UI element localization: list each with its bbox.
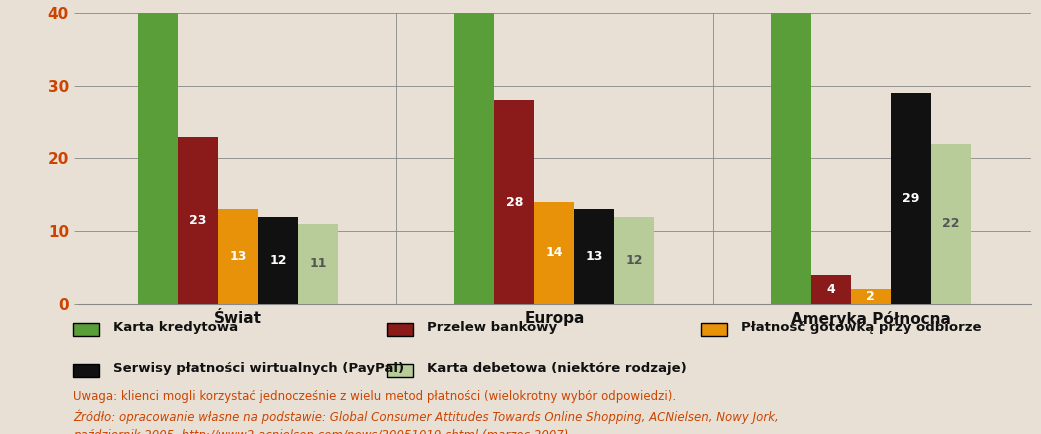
Text: Przelew bankowy: Przelew bankowy <box>427 322 557 334</box>
FancyBboxPatch shape <box>73 364 99 377</box>
Bar <box>178 137 218 304</box>
Text: Płatność gotówką przy odbiorze: Płatność gotówką przy odbiorze <box>741 322 982 334</box>
Bar <box>534 202 575 304</box>
FancyBboxPatch shape <box>701 322 727 336</box>
Text: Karta debetowa (niektóre rodzaje): Karta debetowa (niektóre rodzaje) <box>427 362 687 375</box>
Bar <box>770 13 811 304</box>
Text: 12: 12 <box>626 254 643 266</box>
Text: Źródło: opracowanie własne na podstawie: Global Consumer Attitudes Towards Onlin: Źródło: opracowanie własne na podstawie:… <box>73 409 779 424</box>
Text: 4: 4 <box>827 283 835 296</box>
Bar <box>258 217 298 304</box>
Text: Karta kredytowa: Karta kredytowa <box>113 322 238 334</box>
Text: 14: 14 <box>545 247 563 260</box>
Bar <box>575 209 614 304</box>
Text: 13: 13 <box>586 250 603 263</box>
Text: październik 2005, http://www2.acnielsen.com/news/20051019.shtml (marzec 2007).: październik 2005, http://www2.acnielsen.… <box>73 429 572 434</box>
Text: 28: 28 <box>506 196 523 208</box>
Text: 23: 23 <box>189 214 207 227</box>
FancyBboxPatch shape <box>387 322 413 336</box>
Text: 22: 22 <box>942 217 960 230</box>
Bar <box>455 13 494 304</box>
Bar <box>138 13 178 304</box>
Text: 13: 13 <box>229 250 247 263</box>
Text: 29: 29 <box>902 192 919 205</box>
Bar <box>494 100 534 304</box>
FancyBboxPatch shape <box>73 322 99 336</box>
Text: Serwisy płatności wirtualnych (PayPal): Serwisy płatności wirtualnych (PayPal) <box>113 362 404 375</box>
Text: Uwaga: klienci mogli korzystać jednocześnie z wielu metod płatności (wielokrotny: Uwaga: klienci mogli korzystać jednocześ… <box>73 390 676 403</box>
Bar <box>850 289 891 304</box>
Bar <box>218 209 258 304</box>
Bar <box>811 275 850 304</box>
Text: 2: 2 <box>866 290 875 303</box>
FancyBboxPatch shape <box>387 364 413 377</box>
Bar <box>614 217 654 304</box>
Text: 12: 12 <box>270 254 286 266</box>
Bar <box>891 93 931 304</box>
Bar <box>298 224 338 304</box>
Text: 11: 11 <box>309 257 327 270</box>
Bar <box>931 144 970 304</box>
